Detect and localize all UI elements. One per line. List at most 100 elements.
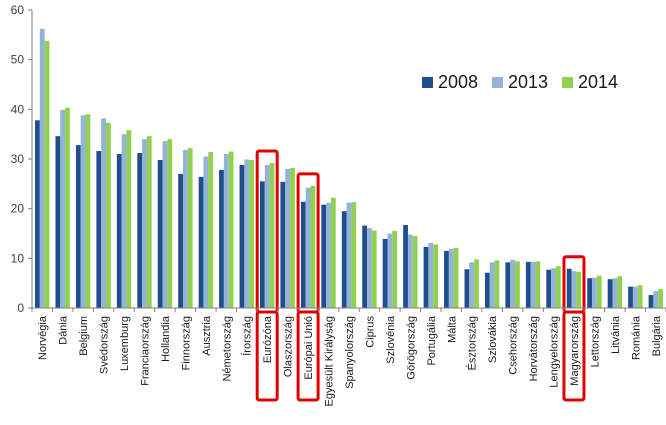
category-label: Írország <box>241 316 254 356</box>
bar-2013 <box>244 159 250 308</box>
bar-2008 <box>341 211 347 308</box>
bar-2014 <box>555 266 561 308</box>
bar-2014 <box>371 230 377 308</box>
category-label: Hollandia <box>160 315 172 362</box>
legend: 2008 2013 2014 <box>422 72 618 92</box>
bar-2014 <box>208 152 214 308</box>
bar-2014 <box>146 136 152 308</box>
bar-2014 <box>433 244 439 308</box>
bar-2008 <box>525 261 531 308</box>
bar-2008 <box>321 204 327 308</box>
y-tick-label: 0 <box>17 301 24 315</box>
category-label: Finnország <box>180 316 192 370</box>
category-label: Olaszország <box>283 316 295 377</box>
bar-2008 <box>505 262 511 308</box>
bar-2008 <box>157 159 163 308</box>
bar-2008 <box>96 151 102 308</box>
category-label: Svédország <box>99 316 111 374</box>
category-label: Eurózóna <box>262 315 274 363</box>
bar-2013 <box>632 286 638 308</box>
bar-2008 <box>55 136 61 308</box>
y-tick-label: 20 <box>11 202 25 216</box>
highlight-bar-box <box>255 149 279 314</box>
bar-2008 <box>75 145 81 308</box>
category-label: Szlovákia <box>487 315 499 363</box>
bar-2014 <box>494 260 500 308</box>
bar-2014 <box>85 114 91 308</box>
bar-2013 <box>612 278 618 308</box>
bar-2013 <box>367 228 372 308</box>
bar-2014 <box>658 289 663 308</box>
bar-2013 <box>203 156 209 308</box>
y-tick-label: 50 <box>11 53 25 67</box>
legend-label-2013: 2013 <box>508 72 548 92</box>
category-label: Románia <box>630 315 642 360</box>
category-label: Málta <box>446 315 458 343</box>
y-tick-label: 30 <box>11 152 25 166</box>
highlight-bar-box <box>562 255 586 314</box>
highlight-bar-box <box>296 172 320 314</box>
y-tick-label: 40 <box>11 102 25 116</box>
bar-2013 <box>530 261 536 308</box>
bar-2013 <box>326 202 331 308</box>
legend-swatch-2008 <box>422 77 433 88</box>
bar-2013 <box>592 277 597 308</box>
bar-2013 <box>428 242 434 308</box>
bar-2013 <box>387 233 393 308</box>
bar-2008 <box>484 272 490 308</box>
category-label: Portugália <box>426 315 438 365</box>
category-label: Spanyolország <box>344 316 356 389</box>
bar-2008 <box>137 153 143 308</box>
bar-2014 <box>617 276 623 308</box>
bar-2014 <box>453 247 459 308</box>
bar-2013 <box>469 262 475 308</box>
category-label: Észtország <box>466 316 479 370</box>
bar-2013 <box>653 291 659 308</box>
category-label: Bulgária <box>651 315 663 356</box>
bar-2008 <box>587 278 593 308</box>
bar-2013 <box>510 259 516 308</box>
bar-2014 <box>249 159 254 308</box>
bar-2014 <box>412 235 418 308</box>
legend-swatch-2013 <box>492 77 503 88</box>
bar-2014 <box>392 231 398 308</box>
bar-2008 <box>423 246 429 308</box>
bar-2008 <box>403 225 408 308</box>
bar-2008 <box>116 154 122 308</box>
legend-swatch-2014 <box>562 77 573 88</box>
category-label: Norvégia <box>37 315 49 360</box>
bar-2014 <box>351 202 357 308</box>
category-label: Lettország <box>589 316 601 367</box>
bar-2008 <box>259 181 265 308</box>
category-label: Magyarország <box>569 316 581 386</box>
category-label: Dánia <box>58 315 70 345</box>
bar-2013 <box>39 28 45 309</box>
highlight-boxes <box>255 149 586 402</box>
bar-2008 <box>607 279 613 308</box>
bar-2013 <box>305 187 311 308</box>
bar-2008 <box>198 176 204 308</box>
category-label: Európai Unió <box>303 316 315 380</box>
category-label: Németország <box>221 316 233 381</box>
bar-2014 <box>269 162 275 308</box>
bar-2013 <box>101 118 106 308</box>
bar-2008 <box>444 250 449 308</box>
category-label: Litvánia <box>610 315 622 354</box>
bar-2014 <box>187 148 193 308</box>
bar-2013 <box>223 154 229 308</box>
category-label: Szlovénia <box>385 315 397 364</box>
bar-2013 <box>121 134 127 308</box>
bar-2008 <box>628 286 633 308</box>
bar-2013 <box>285 168 291 308</box>
bar-2014 <box>126 130 132 308</box>
y-axis: 0 10 20 30 40 50 60 <box>11 3 33 315</box>
bar-2013 <box>551 268 556 308</box>
bar-2014 <box>44 40 50 308</box>
bar-2008 <box>219 169 224 308</box>
bar-2008 <box>382 238 388 308</box>
bar-2013 <box>489 262 495 308</box>
bar-2014 <box>310 185 316 308</box>
category-label: Ciprus <box>364 316 376 348</box>
bar-2014 <box>474 259 479 308</box>
